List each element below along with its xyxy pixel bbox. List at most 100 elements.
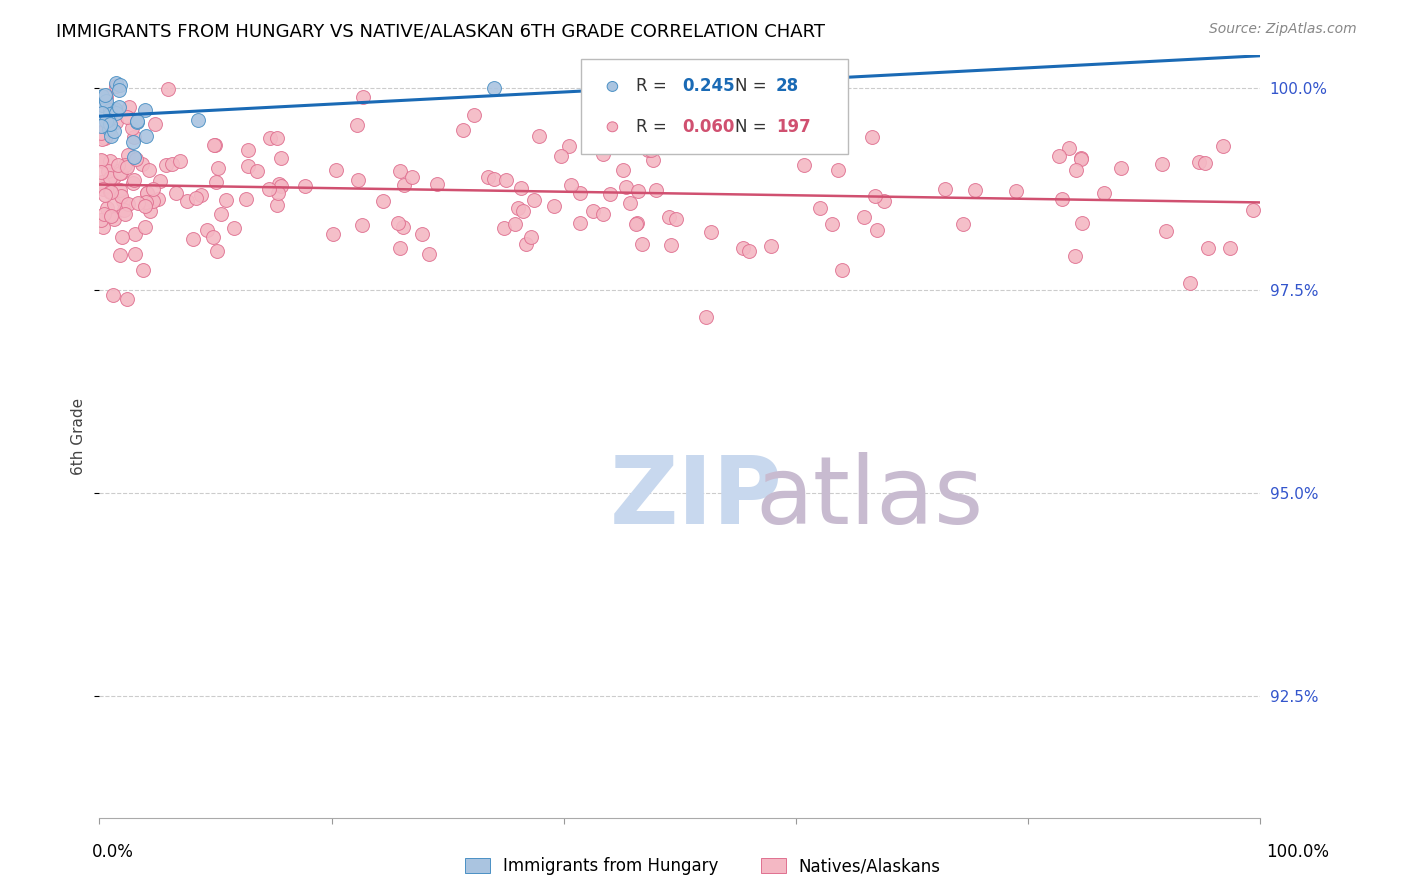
Point <box>451 123 474 137</box>
Point <box>294 179 316 194</box>
Point <box>612 163 634 178</box>
Point <box>104 102 127 116</box>
Point <box>125 153 148 167</box>
Point <box>103 211 125 226</box>
Point <box>270 178 292 193</box>
Point <box>224 220 246 235</box>
FancyBboxPatch shape <box>581 59 848 154</box>
Point <box>132 263 155 277</box>
Point <box>627 185 650 199</box>
Point <box>630 237 652 252</box>
Point <box>484 172 506 186</box>
Point <box>110 166 132 180</box>
Point <box>122 150 145 164</box>
Point <box>202 138 225 153</box>
Point <box>96 201 118 215</box>
Point <box>121 121 143 136</box>
Point <box>165 186 187 200</box>
Point <box>104 76 127 90</box>
Point <box>700 225 723 239</box>
Point <box>122 135 145 149</box>
Point <box>155 158 177 172</box>
Point <box>98 185 121 199</box>
Text: 0.245: 0.245 <box>682 78 735 95</box>
Point <box>322 227 344 242</box>
Point <box>626 217 648 231</box>
Point <box>761 239 783 253</box>
Point <box>592 147 614 161</box>
Point <box>124 227 146 242</box>
Text: R =: R = <box>636 78 672 95</box>
Point <box>96 113 118 128</box>
Point <box>90 213 112 227</box>
Point <box>101 288 124 302</box>
Point <box>103 170 125 185</box>
Point <box>98 171 121 186</box>
Point <box>90 125 112 139</box>
Point <box>503 217 526 231</box>
Point <box>97 113 120 128</box>
Point <box>391 220 413 235</box>
Point <box>135 129 157 144</box>
Point <box>142 182 165 196</box>
Point <box>426 177 449 191</box>
Point <box>105 78 128 93</box>
Point <box>637 143 659 157</box>
Point <box>205 244 228 258</box>
Legend: Immigrants from Hungary, Natives/Alaskans: Immigrants from Hungary, Natives/Alaskan… <box>457 849 949 884</box>
Point <box>963 183 986 197</box>
Text: IMMIGRANTS FROM HUNGARY VS NATIVE/ALASKAN 6TH GRADE CORRELATION CHART: IMMIGRANTS FROM HUNGARY VS NATIVE/ALASKA… <box>56 22 825 40</box>
Point <box>1070 216 1092 230</box>
Y-axis label: 6th Grade: 6th Grade <box>72 398 86 475</box>
Point <box>100 107 122 121</box>
Text: 28: 28 <box>776 78 799 95</box>
Point <box>641 153 664 167</box>
Point <box>482 80 505 95</box>
Point <box>831 263 853 277</box>
Point <box>510 181 533 195</box>
Point <box>347 173 370 187</box>
Point <box>107 83 129 97</box>
Point <box>100 209 122 223</box>
Point <box>127 196 149 211</box>
Point <box>118 99 141 113</box>
Point <box>1212 138 1234 153</box>
Point <box>853 210 876 224</box>
Point <box>127 113 149 128</box>
Point <box>117 293 139 307</box>
Point <box>401 170 423 185</box>
Point <box>97 164 120 178</box>
Point <box>506 201 529 215</box>
Point <box>1004 185 1026 199</box>
Point <box>94 179 117 194</box>
Point <box>215 194 238 208</box>
Point <box>134 220 156 235</box>
Point <box>523 193 546 207</box>
Point <box>135 186 157 200</box>
Point <box>181 232 204 246</box>
Point <box>108 78 131 93</box>
Point <box>93 207 115 221</box>
Point <box>110 248 132 262</box>
Point <box>560 178 582 192</box>
Point <box>1150 157 1173 171</box>
Point <box>122 172 145 186</box>
Point <box>592 207 614 221</box>
Text: ZIP: ZIP <box>610 451 783 543</box>
Point <box>492 221 515 235</box>
Point <box>1197 241 1219 255</box>
Point <box>186 191 208 205</box>
Point <box>90 106 112 120</box>
Point <box>599 187 621 202</box>
Point <box>792 158 814 172</box>
Point <box>156 82 179 96</box>
Point <box>863 189 886 203</box>
Point <box>738 244 761 258</box>
Point <box>190 188 212 202</box>
Point <box>1059 141 1081 155</box>
Point <box>860 130 883 145</box>
Point <box>389 164 412 178</box>
Point <box>91 220 114 235</box>
Point <box>658 210 681 224</box>
Point <box>124 247 146 261</box>
